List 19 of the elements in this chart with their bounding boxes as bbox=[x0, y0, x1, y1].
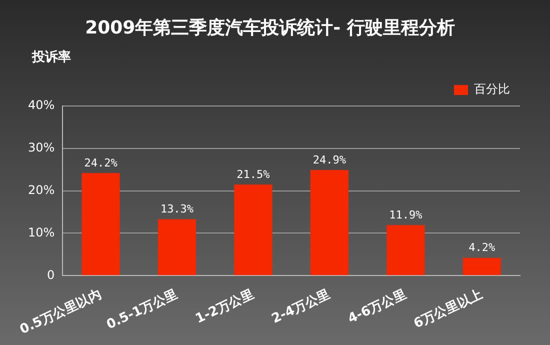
data-label: 24.9% bbox=[312, 153, 346, 166]
y-axis-title: 投诉率 bbox=[31, 48, 71, 65]
x-tick-label: 0.5万公里以内 bbox=[18, 286, 104, 338]
y-tick-label: 40% bbox=[28, 98, 55, 112]
chart-title: 2009年第三季度汽车投诉统计- 行驶里程分析 bbox=[85, 17, 455, 38]
y-tick-label: 30% bbox=[28, 140, 55, 155]
legend-label: 百分比 bbox=[474, 82, 510, 96]
data-label: 4.2% bbox=[468, 241, 496, 254]
x-tick-label: 4-6万公里 bbox=[346, 286, 409, 327]
y-tick-label: 10% bbox=[28, 225, 55, 240]
x-tick-label: 1-2万公里 bbox=[193, 286, 256, 327]
x-tick-label: 2-4万公里 bbox=[270, 286, 333, 327]
data-label: 24.2% bbox=[84, 156, 118, 170]
data-label: 13.3% bbox=[160, 202, 194, 216]
data-label: 21.5% bbox=[236, 168, 270, 181]
y-tick-label: 0 bbox=[47, 268, 55, 282]
y-tick-label: 20% bbox=[28, 182, 55, 197]
data-label: 11.9% bbox=[389, 208, 423, 222]
x-tick-label: 6万公里以上 bbox=[412, 286, 486, 332]
